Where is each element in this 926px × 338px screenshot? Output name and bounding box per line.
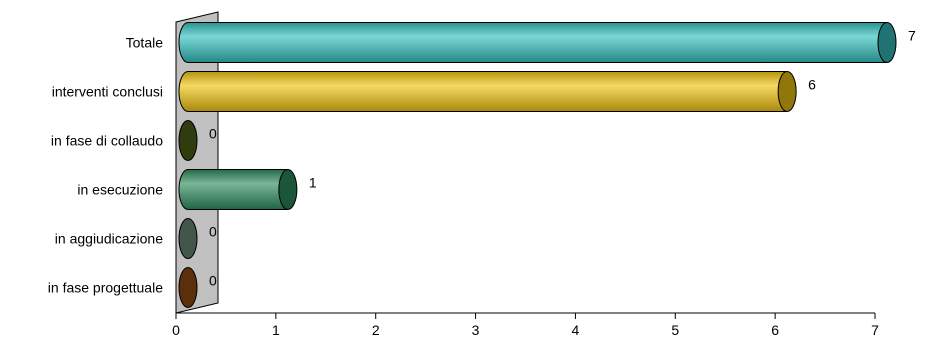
bar-end-cap bbox=[777, 71, 797, 112]
x-tick-label: 7 bbox=[871, 322, 879, 338]
category-labels: Totale interventi conclusi in fase di coll… bbox=[48, 35, 163, 296]
bar-end-cap bbox=[877, 22, 897, 63]
bar-body bbox=[178, 71, 788, 112]
bar-body bbox=[178, 169, 289, 210]
value-labels: 7 6 0 1 0 0 bbox=[209, 28, 916, 289]
bars bbox=[178, 22, 897, 308]
bar bbox=[178, 120, 198, 161]
x-tick-label: 1 bbox=[272, 322, 280, 338]
value-label: 6 bbox=[808, 77, 816, 93]
bar-end-cap bbox=[278, 169, 298, 210]
category-label: in fase di collaudo bbox=[51, 133, 163, 149]
bar bbox=[178, 218, 198, 259]
category-label: interventi conclusi bbox=[52, 84, 163, 100]
bar-end-cap bbox=[178, 218, 198, 259]
x-tick-label: 0 bbox=[172, 322, 180, 338]
bar bbox=[178, 169, 298, 210]
value-label: 1 bbox=[309, 175, 317, 191]
bar-end-cap bbox=[178, 120, 198, 161]
bar-body bbox=[178, 22, 888, 63]
bar bbox=[178, 71, 797, 112]
x-tick-labels: 0 1 2 3 4 5 6 7 bbox=[172, 313, 879, 338]
x-tick-label: 3 bbox=[472, 322, 480, 338]
bar-end-cap bbox=[178, 267, 198, 308]
category-label: Totale bbox=[126, 35, 164, 51]
x-tick-label: 5 bbox=[671, 322, 679, 338]
bar bbox=[178, 22, 897, 63]
category-label: in esecuzione bbox=[77, 182, 163, 198]
value-label: 0 bbox=[209, 126, 217, 142]
category-label: in aggiudicazione bbox=[55, 231, 163, 247]
x-tick-label: 2 bbox=[372, 322, 380, 338]
bar bbox=[178, 267, 198, 308]
x-tick-label: 6 bbox=[771, 322, 779, 338]
category-label: in fase progettuale bbox=[48, 280, 163, 296]
x-tick-label: 4 bbox=[572, 322, 580, 338]
value-label: 0 bbox=[209, 224, 217, 240]
value-label: 0 bbox=[209, 273, 217, 289]
value-label: 7 bbox=[908, 28, 916, 44]
